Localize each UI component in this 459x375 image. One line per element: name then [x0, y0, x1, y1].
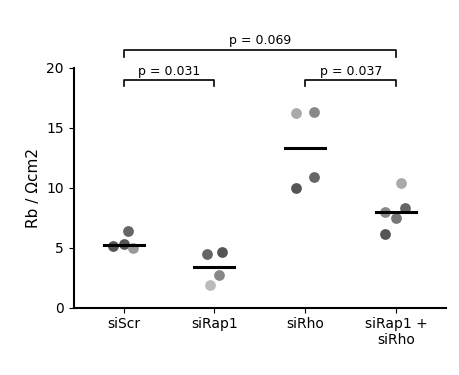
Text: p = 0.037: p = 0.037 — [319, 65, 381, 78]
Point — [392, 214, 399, 220]
Point — [124, 228, 132, 234]
Point — [218, 249, 225, 255]
Point — [310, 174, 318, 180]
Point — [310, 109, 318, 115]
Point — [381, 231, 388, 237]
Point — [109, 243, 116, 249]
Point — [129, 244, 136, 250]
Point — [206, 282, 213, 288]
Text: p = 0.069: p = 0.069 — [228, 34, 291, 47]
Point — [215, 272, 222, 278]
Y-axis label: Rb / Ωcm2: Rb / Ωcm2 — [26, 147, 40, 228]
Text: p = 0.031: p = 0.031 — [138, 65, 200, 78]
Point — [203, 251, 210, 257]
Point — [292, 110, 299, 116]
Point — [401, 205, 408, 211]
Point — [396, 180, 403, 186]
Point — [120, 241, 127, 247]
Point — [292, 184, 299, 190]
Point — [381, 209, 388, 214]
